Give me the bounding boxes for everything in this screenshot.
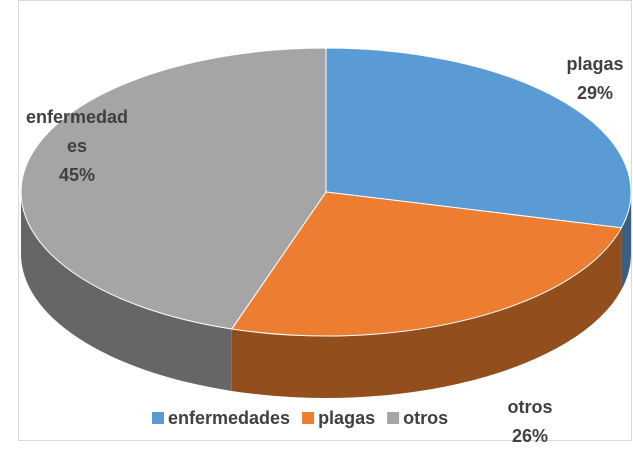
- data-label-name: otros: [507, 397, 553, 417]
- data-label: otros 26%: [480, 393, 580, 451]
- legend-label: enfermedades: [168, 408, 290, 428]
- data-label-name: enfermedades: [25, 107, 129, 156]
- slice: [325, 47, 632, 229]
- data-label: enfermedades 45%: [22, 103, 132, 190]
- legend-swatch: [152, 412, 164, 424]
- data-label-value: 29%: [576, 83, 614, 103]
- slice: [230, 191, 623, 337]
- slice-side: [621, 192, 631, 290]
- legend-swatch: [302, 412, 315, 424]
- legend-label: otros: [403, 408, 448, 428]
- slice: [20, 47, 327, 330]
- legend-label: plagas: [318, 408, 375, 428]
- data-label-value: 45%: [58, 165, 96, 185]
- data-label-value: 26%: [511, 426, 549, 446]
- slice-side: [21, 192, 232, 391]
- data-label-name: plagas: [566, 54, 624, 74]
- data-label: plagas 29%: [545, 50, 633, 108]
- legend-swatch: [387, 412, 400, 424]
- slice-side: [231, 227, 622, 398]
